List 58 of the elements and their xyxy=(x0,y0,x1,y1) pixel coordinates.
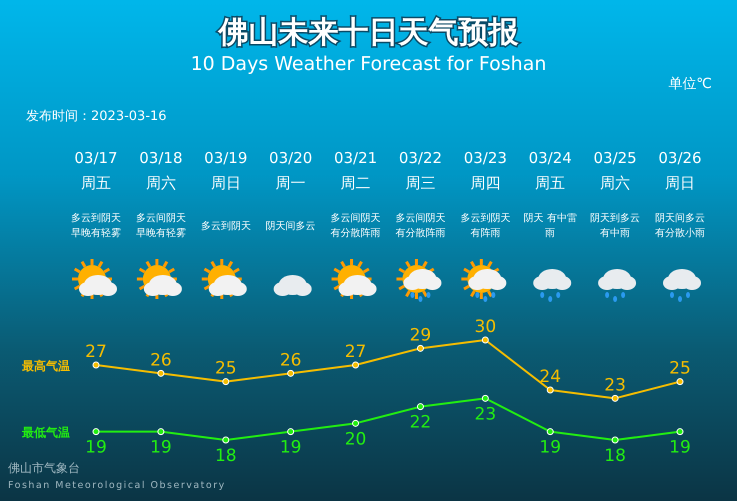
text: 发布时间：2023-03-16 xyxy=(26,109,167,124)
point xyxy=(416,344,424,352)
data-label: 25 xyxy=(669,358,691,379)
data-label: 27 xyxy=(85,342,107,362)
text: Foshan Meteorological Observatory xyxy=(8,480,226,491)
point xyxy=(222,378,230,386)
text: 单位℃ xyxy=(668,76,712,92)
data-label: 24 xyxy=(539,367,562,387)
category-label: 03/17周五多云到阴天早晚有轻雾 xyxy=(71,149,121,239)
data-label: 29 xyxy=(410,325,432,346)
data-label: 27 xyxy=(344,342,366,362)
data-label: 19 xyxy=(280,438,302,458)
point xyxy=(222,436,230,444)
data-label: 19 xyxy=(539,438,562,458)
point xyxy=(287,370,294,377)
data-label: 30 xyxy=(474,317,496,337)
point xyxy=(157,370,164,377)
data-label: 23 xyxy=(474,404,496,424)
text: 佛山市气象台 xyxy=(8,461,80,475)
chart-subtitle: 10 Days Weather Forecast for Foshan xyxy=(190,53,546,75)
point xyxy=(157,428,164,436)
point xyxy=(482,394,489,402)
point xyxy=(546,386,554,394)
chart-title: 佛山未来十日天气预报 xyxy=(218,15,520,50)
category-label: 03/24周五阴天 有中雷雨 xyxy=(524,149,577,239)
category-label: 03/26周日阴天间多云有分散小雨 xyxy=(655,149,705,239)
series-label: 最低气温 xyxy=(21,426,70,440)
data-label: 23 xyxy=(604,375,626,396)
category-label: 03/18周六多云间阴天早晚有轻雾 xyxy=(136,149,186,239)
data-label: 19 xyxy=(669,438,691,458)
point xyxy=(352,362,360,368)
point xyxy=(676,428,684,436)
data-label: 22 xyxy=(410,412,432,433)
data-label: 18 xyxy=(604,446,626,466)
data-label: 18 xyxy=(214,446,237,466)
data-label: 25 xyxy=(214,358,237,379)
data-label: 19 xyxy=(85,438,107,458)
point xyxy=(352,420,360,427)
category-label: 03/19周日多云到阴天 xyxy=(200,149,251,232)
category-label: 03/22周三多云间阴天有分散阵雨 xyxy=(395,149,446,239)
point xyxy=(287,428,294,436)
point xyxy=(676,378,684,386)
point xyxy=(416,403,424,410)
data-label: 19 xyxy=(150,438,172,458)
point xyxy=(92,362,100,368)
data-label: 20 xyxy=(344,429,366,450)
category-label: 03/20周一阴天间多云 xyxy=(266,149,316,232)
point xyxy=(546,428,554,436)
data-label: 26 xyxy=(150,350,172,370)
series-label: 最高气温 xyxy=(21,359,70,373)
point xyxy=(612,436,619,444)
category-label: 03/23周四多云到阴天有阵雨 xyxy=(460,149,510,239)
point xyxy=(482,336,489,344)
point xyxy=(92,428,100,436)
category-label: 03/25周六阴天到多云有中雨 xyxy=(590,149,640,239)
data-label: 26 xyxy=(280,350,302,370)
category-label: 03/21周二多云间阴天有分散阵雨 xyxy=(330,149,381,239)
point xyxy=(612,394,619,402)
